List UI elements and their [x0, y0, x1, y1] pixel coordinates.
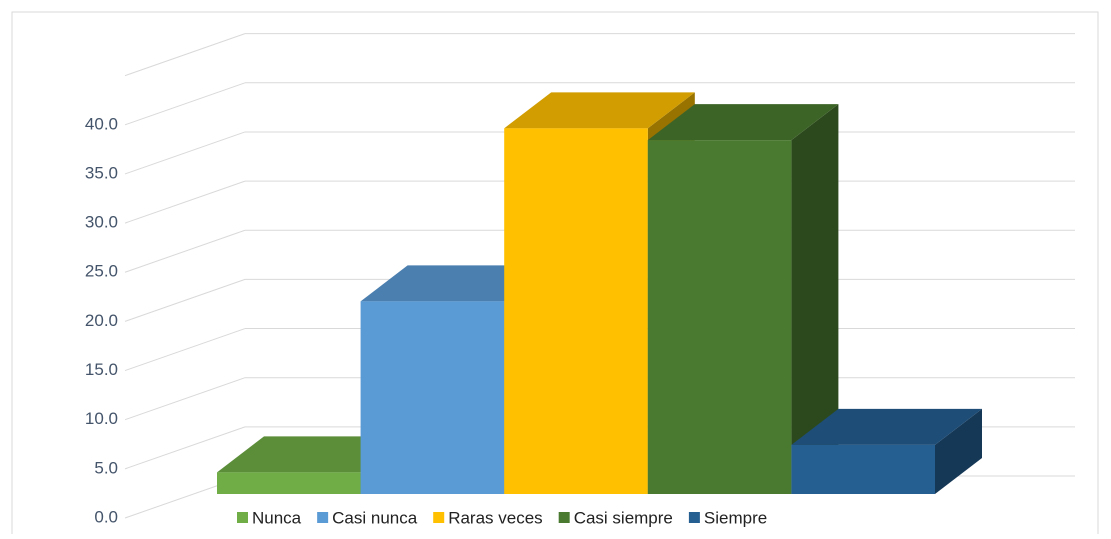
y-tick-label: 25.0	[85, 262, 118, 281]
grid-line	[124, 426, 246, 470]
grid-line	[124, 328, 246, 372]
bar	[360, 301, 505, 494]
legend-label: Casi nunca	[332, 508, 418, 527]
y-tick-label: 40.0	[85, 114, 118, 133]
legend-label: Raras veces	[448, 508, 542, 527]
y-tick-label: 5.0	[94, 458, 118, 477]
legend-swatch	[317, 512, 329, 523]
bar	[647, 140, 792, 494]
legend-swatch	[558, 512, 570, 523]
bar	[217, 472, 361, 494]
grid-line	[124, 82, 246, 126]
bar-top	[360, 265, 552, 302]
bar-top	[647, 104, 839, 141]
grid-line	[124, 377, 246, 421]
bar	[791, 444, 935, 494]
y-tick-label: 15.0	[85, 360, 118, 379]
grid-line	[124, 278, 246, 322]
y-tick-label: 35.0	[85, 163, 118, 182]
bar-top	[217, 436, 408, 473]
y-tick-label: 20.0	[85, 311, 118, 330]
bar-top	[504, 92, 695, 129]
legend-label: Casi siempre	[574, 508, 673, 527]
y-tick-label: 10.0	[85, 409, 118, 428]
y-tick-label: 30.0	[85, 213, 118, 232]
legend-swatch	[433, 512, 445, 523]
grid-line	[124, 131, 246, 175]
legend-swatch	[688, 512, 700, 523]
bar-top	[791, 408, 982, 445]
bar-side	[791, 104, 839, 495]
grid-line	[124, 33, 246, 77]
bar	[504, 128, 648, 494]
legend-label: Siempre	[704, 508, 767, 527]
grid-line	[124, 229, 246, 273]
grid-line	[124, 180, 246, 224]
legend-swatch	[237, 512, 248, 523]
legend-label: Nunca	[252, 508, 302, 527]
y-tick-label: 0.0	[94, 507, 118, 526]
bar-side	[935, 408, 982, 494]
